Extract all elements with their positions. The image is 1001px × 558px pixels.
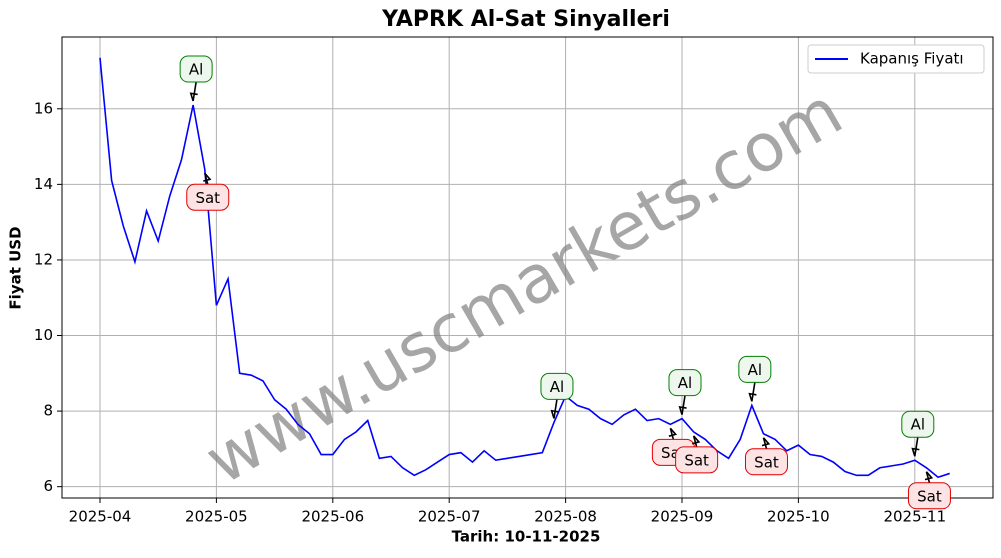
x-tick-label: 2025-07 <box>418 508 481 526</box>
signal-box <box>668 369 702 397</box>
signal-arrow <box>762 437 768 449</box>
plot-area <box>62 37 993 498</box>
signal-label: Al <box>748 361 762 379</box>
chart-title: YAPRK Al-Sat Sinyalleri <box>381 7 670 32</box>
x-tick-label: 2025-08 <box>534 508 597 526</box>
plot-frame <box>61 36 994 499</box>
signal-box <box>675 446 719 474</box>
signal-arrow <box>669 428 675 440</box>
y-tick-label: 8 <box>43 402 53 420</box>
signal-arrowhead <box>203 172 212 182</box>
y-tick-label: 14 <box>34 175 53 193</box>
signal-label: Al <box>550 378 564 396</box>
legend-label: Kapanış Fiyatı <box>860 50 964 68</box>
signal-arrowhead <box>691 435 701 445</box>
x-tick-label: 2025-06 <box>301 508 364 526</box>
x-tick-label: 2025-09 <box>651 508 714 526</box>
y-tick-label: 10 <box>34 326 53 344</box>
signal-arrowhead <box>668 427 678 437</box>
signal-arrowhead <box>761 437 771 447</box>
signal-arrow <box>681 395 686 415</box>
x-tick-label: 2025-05 <box>185 508 248 526</box>
signal-arrowhead <box>924 471 934 481</box>
x-tick-label: 2025-11 <box>883 508 946 526</box>
signal-label: Sat <box>754 453 779 471</box>
signal-label: Al <box>189 61 203 79</box>
signal-arrow <box>553 399 558 419</box>
signal-arrow <box>925 471 931 483</box>
x-tick-label: 2025-04 <box>69 508 132 526</box>
signal-arrowhead <box>748 392 757 402</box>
signal-arrowhead <box>678 406 687 415</box>
price-line <box>99 57 950 479</box>
signal-label: Sat <box>917 487 942 505</box>
signal-box <box>186 183 230 211</box>
signal-arrow <box>203 173 209 185</box>
y-axis-label: Fiyat USD <box>7 226 25 309</box>
x-tick-label: 2025-10 <box>767 508 830 526</box>
y-tick-label: 16 <box>34 99 53 117</box>
signal-arrow <box>692 435 698 448</box>
signal-box <box>901 410 935 438</box>
signal-arrowhead <box>911 447 920 457</box>
signal-arrowhead <box>550 409 559 419</box>
signal-label: Sat <box>684 451 709 469</box>
signal-box <box>744 448 788 476</box>
signal-box <box>907 482 951 510</box>
y-tick-label: 12 <box>34 250 53 268</box>
signal-label: Al <box>678 374 692 392</box>
signal-arrow <box>192 81 197 102</box>
signal-box <box>179 55 213 83</box>
y-tick-label: 6 <box>43 477 53 495</box>
signal-label: Sat <box>195 189 220 207</box>
signal-box <box>738 355 772 383</box>
legend-box <box>807 44 985 74</box>
signal-label: Al <box>911 416 925 434</box>
signal-arrow <box>914 437 919 457</box>
x-axis-label: Tarih: 10-11-2025 <box>452 528 601 546</box>
signal-box <box>540 372 574 400</box>
signal-arrow <box>751 382 756 402</box>
signal-arrowhead <box>189 92 198 102</box>
